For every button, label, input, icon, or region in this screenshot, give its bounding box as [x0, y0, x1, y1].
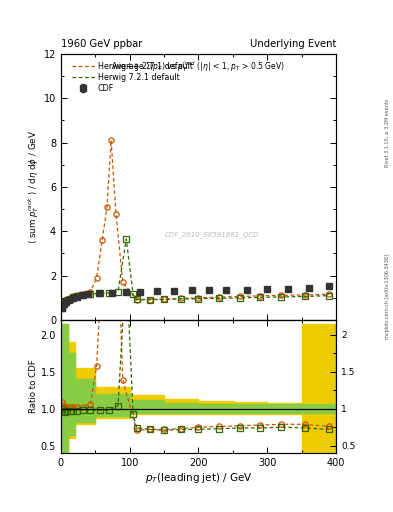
Herwig 7.2.1 default [98, 290, 103, 296]
Herwig++ 2.7.1 default [303, 292, 307, 298]
Herwig++ 2.7.1 default [120, 279, 125, 285]
Legend: Herwig++ 2.7.1 default, Herwig 7.2.1 default, CDF: Herwig++ 2.7.1 default, Herwig 7.2.1 def… [70, 60, 195, 95]
Herwig++ 2.7.1 default [196, 295, 201, 301]
Herwig++ 2.7.1 default [94, 275, 99, 281]
Herwig 7.2.1 default [63, 299, 68, 305]
Herwig 7.2.1 default [148, 296, 152, 303]
Herwig++ 2.7.1 default [60, 304, 64, 310]
Herwig++ 2.7.1 default [162, 296, 167, 302]
Herwig++ 2.7.1 default [217, 294, 222, 300]
Herwig 7.2.1 default [327, 292, 332, 298]
Herwig++ 2.7.1 default [279, 292, 283, 298]
Herwig 7.2.1 default [179, 296, 184, 302]
Herwig++ 2.7.1 default [109, 137, 114, 143]
Herwig 7.2.1 default [81, 292, 85, 298]
Herwig 7.2.1 default [65, 297, 70, 304]
Herwig 7.2.1 default [107, 290, 112, 296]
Line: Herwig++ 2.7.1 default: Herwig++ 2.7.1 default [62, 140, 329, 307]
Herwig 7.2.1 default [131, 291, 136, 297]
Herwig 7.2.1 default [61, 302, 66, 308]
Herwig 7.2.1 default [88, 291, 93, 297]
Herwig 7.2.1 default [217, 295, 222, 302]
Herwig++ 2.7.1 default [105, 204, 109, 210]
Herwig 7.2.1 default [75, 293, 80, 299]
Herwig 7.2.1 default [237, 295, 242, 301]
Herwig 7.2.1 default [258, 294, 263, 301]
Herwig 7.2.1 default [60, 305, 64, 311]
Herwig 7.2.1 default [134, 296, 139, 303]
Text: Rivet 3.1.10, ≥ 3.2M events: Rivet 3.1.10, ≥ 3.2M events [385, 99, 389, 167]
Herwig++ 2.7.1 default [179, 295, 184, 302]
Herwig++ 2.7.1 default [237, 293, 242, 300]
Herwig 7.2.1 default [68, 295, 72, 302]
Text: CDF_2010_S8591881_QCD: CDF_2010_S8591881_QCD [165, 231, 259, 238]
Herwig++ 2.7.1 default [63, 298, 68, 304]
Text: Average $\Sigma(p_T)$ vs $p_T^{lead}$ ($|\eta|$ < 1, $p_T$ > 0.5 GeV): Average $\Sigma(p_T)$ vs $p_T^{lead}$ ($… [111, 59, 286, 74]
Herwig++ 2.7.1 default [134, 297, 139, 303]
Herwig++ 2.7.1 default [258, 293, 263, 299]
Herwig++ 2.7.1 default [75, 292, 80, 298]
Herwig 7.2.1 default [124, 236, 129, 242]
Herwig++ 2.7.1 default [65, 296, 70, 302]
Herwig++ 2.7.1 default [61, 300, 66, 306]
Herwig++ 2.7.1 default [148, 296, 152, 303]
Herwig 7.2.1 default [303, 293, 307, 300]
Herwig 7.2.1 default [162, 296, 167, 303]
Herwig 7.2.1 default [196, 295, 201, 302]
Herwig++ 2.7.1 default [327, 291, 332, 297]
Herwig++ 2.7.1 default [71, 293, 75, 299]
Line: Herwig 7.2.1 default: Herwig 7.2.1 default [62, 239, 329, 308]
Text: 1960 GeV ppbar: 1960 GeV ppbar [61, 38, 142, 49]
Herwig 7.2.1 default [116, 289, 120, 295]
Text: mcplots.cern.ch [arXiv:1306.3436]: mcplots.cern.ch [arXiv:1306.3436] [385, 254, 389, 339]
Herwig++ 2.7.1 default [88, 289, 93, 295]
Herwig 7.2.1 default [279, 294, 283, 300]
X-axis label: $p_T$(leading jet) / GeV: $p_T$(leading jet) / GeV [145, 471, 252, 485]
Y-axis label: $\langle$ sum $p_T^{rack}$ $\rangle$ / d$\eta$ d$\phi$ / GeV: $\langle$ sum $p_T^{rack}$ $\rangle$ / d… [26, 130, 41, 244]
Herwig++ 2.7.1 default [81, 290, 85, 296]
Y-axis label: Ratio to CDF: Ratio to CDF [29, 360, 38, 413]
Herwig 7.2.1 default [71, 294, 75, 301]
Herwig++ 2.7.1 default [100, 237, 105, 243]
Text: Underlying Event: Underlying Event [250, 38, 336, 49]
Herwig++ 2.7.1 default [68, 294, 72, 301]
Herwig++ 2.7.1 default [114, 210, 118, 217]
